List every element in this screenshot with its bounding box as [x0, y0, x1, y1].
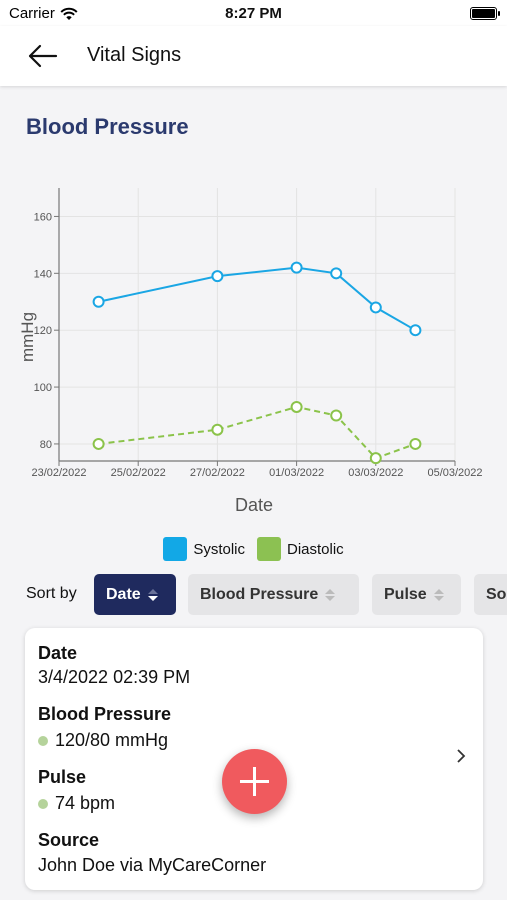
diastolic-line	[98, 405, 416, 460]
page-title: Vital Signs	[87, 44, 182, 66]
legend-swatch-diastolic	[257, 537, 281, 561]
sort-source-button[interactable]: So	[474, 574, 507, 615]
sort-option-label: Blood Pressure	[200, 585, 319, 603]
y-tick-label: 160	[34, 211, 52, 223]
record-source-value: John Doe via MyCareCorner	[38, 855, 267, 875]
sort-option-label: Pulse	[384, 585, 427, 603]
carrier-label: Carrier	[9, 5, 55, 22]
record-source-label: Source	[38, 830, 100, 850]
y-tick-label: 100	[34, 382, 52, 394]
y-axis-label: mmHg	[18, 312, 37, 362]
sort-option-label: Date	[106, 585, 141, 603]
systolic-point[interactable]	[330, 267, 343, 280]
x-tick-label: 05/03/2022	[427, 467, 482, 479]
record-bp-row: 120/80 mmHg	[38, 730, 168, 751]
x-tick-label: 03/03/2022	[348, 467, 403, 479]
x-axis-label: Date	[235, 495, 273, 515]
record-pulse-row: 74 bpm	[38, 793, 115, 814]
systolic-point[interactable]	[290, 261, 303, 274]
back-arrow-icon	[28, 44, 58, 68]
chevron-right-icon	[457, 749, 466, 763]
systolic-point[interactable]	[409, 324, 422, 337]
legend-diastolic[interactable]: Diastolic	[257, 537, 344, 561]
y-tick-label: 120	[34, 325, 52, 337]
legend-label-systolic: Systolic	[193, 540, 245, 558]
diastolic-point[interactable]	[92, 437, 105, 450]
chart-legend: Systolic Diastolic	[0, 537, 507, 561]
sort-pulse-button[interactable]: Pulse	[372, 574, 461, 615]
record-date-label: Date	[38, 643, 78, 663]
sort-arrows-icon	[147, 588, 158, 601]
sort-bar: Sort by Date Blood Pressure Pulse So	[0, 574, 507, 616]
y-tick-label: 80	[40, 439, 52, 451]
x-tick-label: 27/02/2022	[190, 467, 245, 479]
sort-date-button[interactable]: Date	[94, 574, 176, 615]
back-button[interactable]	[24, 42, 64, 72]
pulse-status-dot	[38, 798, 48, 809]
systolic-point[interactable]	[92, 295, 105, 308]
add-record-button[interactable]	[222, 749, 287, 814]
record-bp-value: 120/80 mmHg	[55, 730, 169, 750]
record-pulse-label: Pulse	[38, 767, 87, 787]
diastolic-point[interactable]	[409, 437, 422, 450]
x-tick-label: 01/03/2022	[269, 467, 324, 479]
x-tick-label: 23/02/2022	[31, 467, 86, 479]
sort-arrows-icon	[433, 588, 444, 601]
bp-status-dot	[38, 735, 48, 746]
record-bp-label: Blood Pressure	[38, 704, 172, 724]
x-tick-label: 25/02/2022	[111, 467, 166, 479]
sort-option-label: So	[486, 585, 507, 603]
diastolic-point[interactable]	[330, 409, 343, 422]
legend-swatch-systolic	[163, 537, 188, 561]
nav-bar: Vital Signs	[0, 26, 507, 86]
vital-record-card[interactable]: Date 3/4/2022 02:39 PM Blood Pressure 12…	[25, 628, 483, 890]
record-date-value: 3/4/2022 02:39 PM	[38, 667, 191, 687]
diastolic-point[interactable]	[369, 452, 382, 465]
y-tick-label: 140	[34, 268, 52, 280]
status-bar: Carrier 8:27 PM	[0, 0, 507, 26]
diastolic-point[interactable]	[211, 423, 224, 436]
diastolic-point[interactable]	[290, 400, 303, 413]
systolic-point[interactable]	[369, 301, 382, 314]
wifi-icon	[60, 7, 78, 20]
legend-label-diastolic: Diastolic	[287, 540, 344, 558]
carrier: Carrier	[9, 5, 78, 22]
sort-label: Sort by	[26, 585, 77, 602]
sort-arrows-icon	[325, 588, 336, 601]
systolic-line	[98, 266, 416, 332]
record-pulse-value: 74 bpm	[55, 793, 116, 813]
status-time: 8:27 PM	[225, 5, 282, 22]
blood-pressure-chart: 80 100 120 140 160 23/02/2022 25/02/2022 27/02/…	[18, 188, 483, 515]
systolic-point[interactable]	[211, 270, 224, 283]
legend-systolic[interactable]: Systolic	[163, 537, 245, 561]
sort-blood-pressure-button[interactable]: Blood Pressure	[188, 574, 359, 615]
battery-icon	[470, 7, 500, 20]
section-title: Blood Pressure	[26, 114, 189, 139]
